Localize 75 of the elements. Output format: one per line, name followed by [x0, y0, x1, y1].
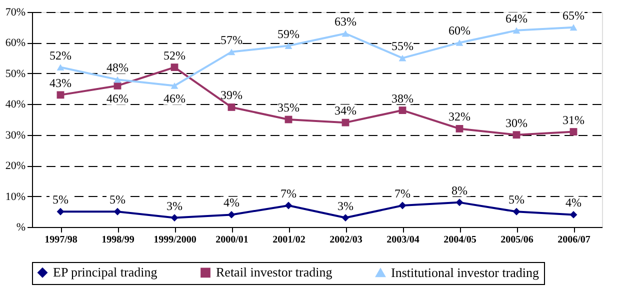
y-tick-label: 50% [5, 68, 26, 80]
data-label: 3% [166, 198, 182, 213]
data-label: 4% [224, 196, 240, 210]
data-label: 46% [106, 92, 128, 106]
point [398, 106, 406, 114]
x-tick-label: 1998/99 [102, 234, 134, 246]
x-tick-label: 2003/04 [386, 234, 420, 246]
point [170, 64, 178, 71]
x-tick-label: 2006/07 [558, 234, 590, 246]
y-tick-label: 30% [5, 129, 26, 142]
y-tick-label: % [16, 222, 26, 234]
data-label: 43% [50, 76, 72, 90]
point [342, 30, 350, 37]
data-label: 63% [334, 14, 356, 28]
data-label: 7% [394, 186, 410, 200]
data-label: 32% [448, 110, 470, 124]
data-label: 4% [566, 196, 582, 210]
point [56, 91, 64, 99]
data-label: 8% [452, 183, 468, 198]
point [456, 40, 464, 46]
data-label: 64% [506, 11, 528, 26]
point [284, 202, 292, 210]
x-tick-label: 2004/05 [444, 234, 476, 246]
point [228, 104, 236, 111]
data-label: 57% [220, 32, 242, 47]
data-label: 5% [508, 192, 524, 207]
point [512, 27, 520, 34]
data-label: 65% [562, 8, 584, 22]
point [114, 76, 122, 83]
x-tick-label: 2000/01 [216, 234, 248, 246]
data-label: 39% [220, 88, 242, 102]
point [398, 202, 406, 210]
data-label: 59% [278, 26, 300, 41]
y-tick-label: 40% [5, 98, 26, 111]
point [570, 128, 578, 136]
y-tick-label: 60% [5, 37, 26, 50]
point [512, 208, 520, 216]
x-tick-label: 1997/98 [44, 234, 78, 246]
data-label: 5% [52, 192, 68, 207]
y-tick-label: 10% [5, 190, 26, 203]
point [284, 42, 292, 49]
x-tick-label: 2005/06 [500, 234, 534, 246]
data-label: 48% [106, 60, 128, 75]
point [342, 118, 350, 126]
point [56, 208, 64, 216]
point [570, 24, 578, 31]
point [456, 125, 464, 132]
data-label: 7% [280, 186, 296, 200]
point [228, 48, 236, 56]
data-label: 30% [506, 116, 528, 130]
data-label: 52% [50, 48, 72, 62]
data-label: 3% [338, 198, 354, 213]
y-tick-label: 70% [5, 6, 26, 18]
data-label: 34% [334, 104, 356, 118]
data-label: 31% [562, 112, 584, 127]
legend-label: Retail investor trading [216, 264, 333, 280]
data-label: 55% [392, 39, 414, 54]
data-label: 52% [164, 48, 186, 62]
point [512, 131, 520, 139]
point [114, 208, 122, 216]
y-tick-label: 20% [5, 160, 26, 172]
data-label: 5% [110, 192, 126, 207]
legend-label: EP principal trading [53, 264, 158, 280]
x-tick-label: 2001/02 [272, 234, 306, 246]
data-label: 35% [278, 100, 300, 114]
legend-label: Institutional investor trading [391, 264, 540, 280]
point [170, 82, 178, 89]
data-label: 38% [392, 91, 414, 106]
x-tick-label: 2002/03 [330, 234, 362, 246]
point [56, 64, 64, 70]
point [456, 198, 464, 206]
data-label: 60% [448, 24, 470, 38]
data-label: 46% [164, 92, 186, 106]
x-tick-label: 1999/2000 [154, 234, 196, 246]
point [398, 54, 406, 62]
